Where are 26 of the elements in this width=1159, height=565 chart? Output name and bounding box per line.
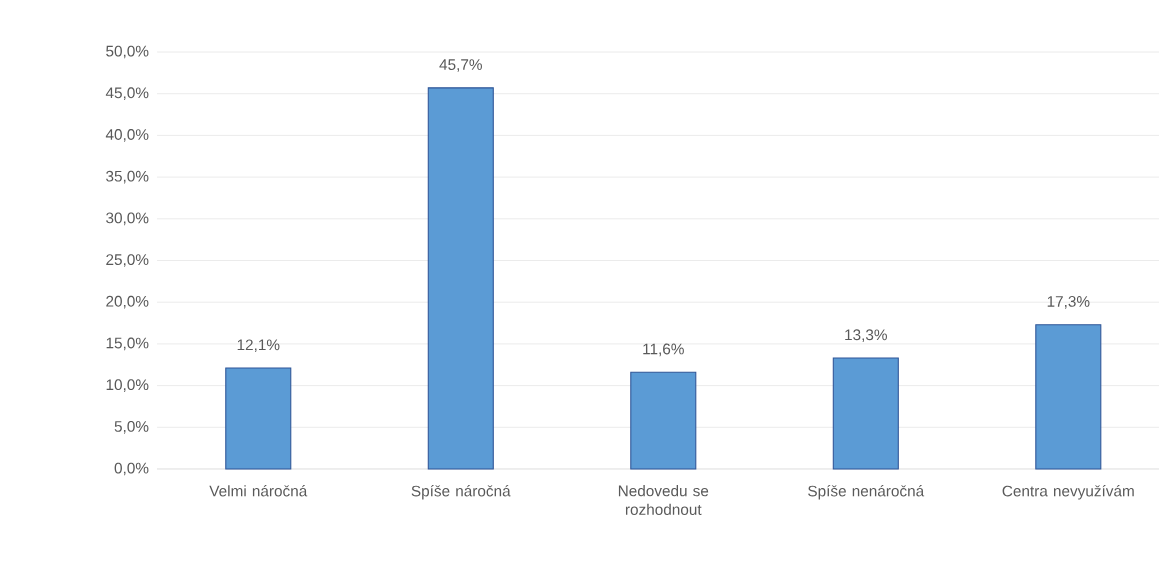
y-tick-label: 10,0%: [106, 379, 149, 392]
data-label: 17,3%: [1047, 296, 1090, 309]
y-tick-label: 45,0%: [105, 87, 149, 101]
data-label: 12,1%: [237, 339, 280, 353]
bar: [225, 367, 292, 470]
y-tick-label: 0,0%: [114, 462, 149, 476]
bar: [832, 357, 899, 470]
bar: [630, 371, 697, 470]
y-tick-label: 35,0%: [106, 170, 149, 184]
y-tick-label: 15,0%: [106, 337, 149, 351]
data-label: 45,7%: [439, 59, 482, 72]
y-tick-label: 50,0%: [106, 45, 149, 59]
y-tick-label: 20,0%: [106, 295, 149, 309]
x-tick-label: Spíše nenáročná: [808, 485, 925, 500]
y-tick-label: 30,0%: [106, 212, 149, 226]
y-tick-label: 40,0%: [105, 129, 149, 142]
x-tick-label: Nedovedu se rozhodnout: [618, 485, 709, 515]
y-tick-label: 25,0%: [106, 254, 149, 267]
bar: [1035, 324, 1102, 470]
data-label: 13,3%: [845, 329, 887, 343]
y-tick-label: 5,0%: [114, 420, 149, 434]
bar: [427, 87, 494, 470]
x-tick-label: Velmi náročná: [209, 485, 308, 497]
x-tick-label: Spíše náročná: [411, 485, 511, 500]
data-label: 11,6%: [643, 343, 684, 357]
x-tick-label: Centra nevyužívám: [1002, 485, 1134, 500]
